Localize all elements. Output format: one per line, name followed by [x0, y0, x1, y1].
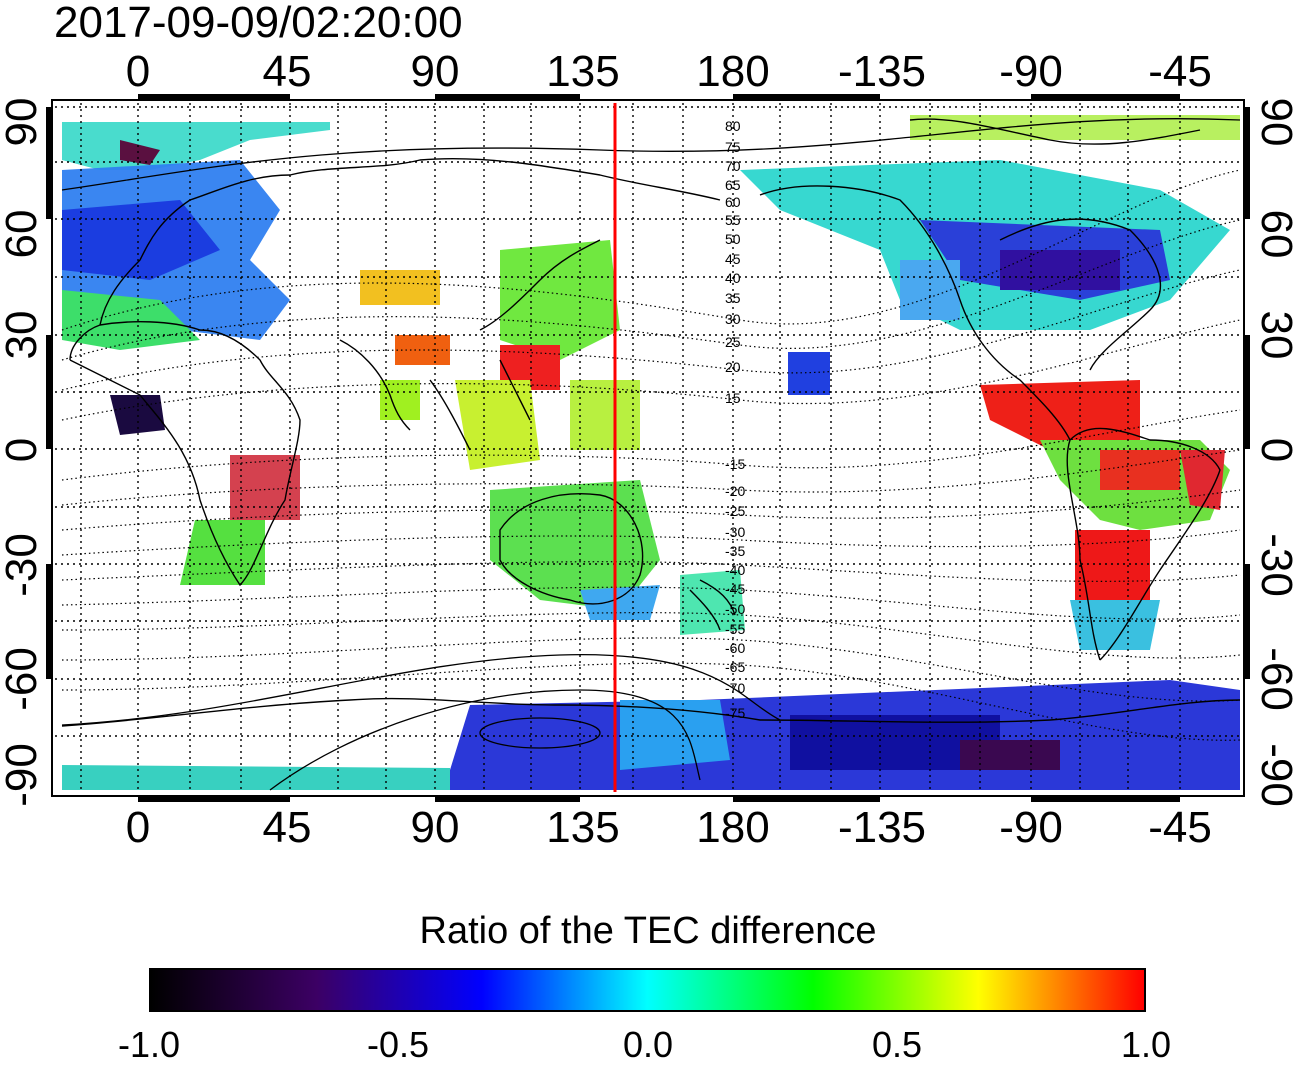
- mlat-label: 70: [725, 158, 741, 174]
- mlat-label: 15: [725, 390, 741, 406]
- right-lat-tick: -90: [1252, 743, 1296, 807]
- mlat-label: 45: [725, 251, 741, 267]
- left-lat-tick: 90: [0, 97, 46, 147]
- mlat-label: -70: [725, 680, 745, 696]
- right-lat-tick: 0: [1252, 438, 1296, 462]
- mlat-label: 25: [725, 334, 741, 350]
- right-lat-tick: -60: [1252, 647, 1296, 711]
- mlat-label: -25: [725, 503, 745, 519]
- bottom-lon-tick: 135: [546, 803, 620, 852]
- mlat-label: -75: [725, 705, 745, 721]
- magnetic-latitude-curves: [61, 169, 1241, 741]
- mlat-label: -50: [725, 601, 745, 617]
- mlat-label: 35: [725, 290, 741, 306]
- left-lat-tick: -90: [0, 743, 46, 807]
- colorbar-tick: 1.0: [1120, 1024, 1172, 1065]
- bottom-lon-tick: 0: [125, 803, 151, 852]
- mlat-label: -55: [725, 621, 745, 637]
- top-lon-tick: -45: [1148, 47, 1212, 96]
- colorbar-tick: -0.5: [366, 1024, 430, 1065]
- right-lat-tick: -30: [1252, 533, 1296, 597]
- mlat-label: -15: [725, 456, 745, 472]
- coastlines: [61, 118, 1241, 727]
- mlat-label: -45: [725, 581, 745, 597]
- mlat-label: -40: [725, 562, 745, 578]
- right-lat-tick: 90: [1252, 97, 1296, 147]
- mlat-label: -20: [725, 483, 745, 499]
- mlat-label: -30: [725, 524, 745, 540]
- mlat-label: 55: [725, 212, 741, 228]
- mlat-label: 50: [725, 231, 741, 247]
- magnetic-latitude-solid-curves: [61, 118, 1241, 791]
- bottom-lon-tick: -90: [999, 803, 1063, 852]
- left-lat-tick: 60: [0, 209, 46, 259]
- left-lat-tick: -30: [0, 533, 46, 597]
- colorbar-title: Ratio of the TEC difference: [419, 910, 877, 952]
- axis-bars: [46, 94, 1250, 802]
- mlat-label: 80: [725, 118, 741, 134]
- top-lon-tick: 90: [410, 47, 460, 96]
- left-lat-tick: 0: [0, 437, 46, 463]
- top-lon-tick: 0: [125, 47, 151, 96]
- colorbar-tick: -1.0: [117, 1024, 181, 1065]
- magnetic-lat-labels: 80 75 70 65 60 55 50 45 40 35 30 25 20 1…: [725, 118, 745, 721]
- top-lon-tick: -90: [999, 47, 1063, 96]
- colorbar: [149, 968, 1146, 1012]
- right-lat-tick: 30: [1252, 310, 1296, 360]
- mlat-label: 20: [725, 359, 741, 375]
- bottom-lon-tick: -45: [1148, 803, 1212, 852]
- timestamp-title: 2017-09-09/02:20:00: [54, 0, 463, 47]
- mlat-label: -35: [725, 543, 745, 559]
- mlat-label: -60: [725, 640, 745, 656]
- mlat-label: 60: [725, 194, 741, 210]
- left-lat-tick: -60: [0, 647, 46, 711]
- bottom-lon-tick: 180: [696, 803, 770, 852]
- bottom-lon-tick: 90: [410, 803, 460, 852]
- top-lon-tick: 45: [262, 47, 312, 96]
- bottom-lon-tick: -135: [837, 803, 927, 852]
- left-lat-tick: 30: [0, 310, 46, 360]
- mlat-label: 65: [725, 177, 741, 193]
- right-lat-tick: 60: [1252, 209, 1296, 259]
- mlat-label: 75: [725, 139, 741, 155]
- mlat-label: 30: [725, 311, 741, 327]
- mlat-label: -65: [725, 659, 745, 675]
- top-lon-tick: 135: [546, 47, 620, 96]
- tec-data-patches: [62, 115, 1240, 790]
- mlat-label: 40: [725, 270, 741, 286]
- top-lon-tick: 180: [696, 47, 770, 96]
- colorbar-tick: 0.5: [871, 1024, 923, 1065]
- colorbar-tick: 0.0: [622, 1024, 674, 1065]
- bottom-lon-tick: 45: [262, 803, 312, 852]
- top-lon-tick: -135: [837, 47, 927, 96]
